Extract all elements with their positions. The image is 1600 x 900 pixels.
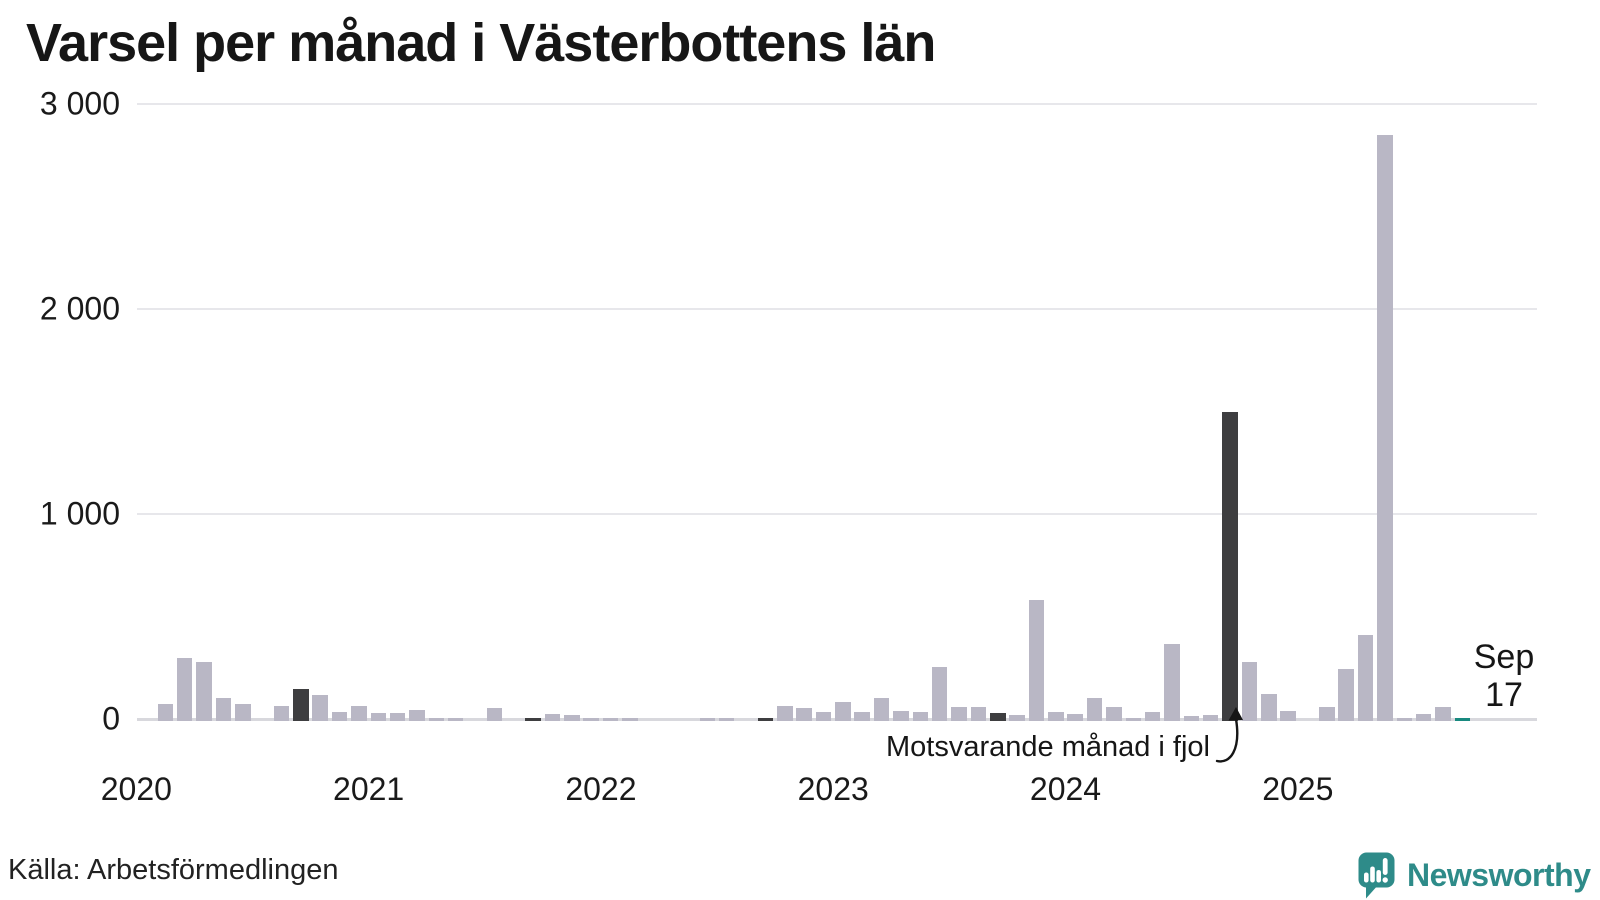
source-credit: Källa: Arbetsförmedlingen [8,854,339,886]
bar-2024-04 [1125,718,1141,721]
bar-2021-02 [389,712,406,721]
newsworthy-logo-icon [1358,852,1395,899]
bar-2021-07 [486,707,503,721]
x-axis-year-label-2020: 2020 [100,771,172,807]
bar-2025-05 [1377,134,1393,721]
bar-2020-12 [351,705,367,721]
bar-2023-04 [893,710,909,721]
x-axis-year-label-2025: 2025 [1262,771,1334,807]
bar-2024-07 [1183,716,1200,721]
x-axis-year-label-2023: 2023 [797,771,869,807]
bar-2024-01 [1067,714,1083,721]
x-axis-year-label-2021: 2021 [333,771,405,807]
bar-2024-03 [1106,707,1122,721]
bar-2022-06 [699,718,716,721]
bar-2020-08 [273,705,290,721]
brand-footer: Newsworthy [1358,852,1591,899]
bar-2021-03 [409,709,425,721]
bar-2020-11 [331,711,348,721]
bar-2021-11 [564,714,580,721]
bar-2023-03 [873,698,890,721]
bar-2024-02 [1086,698,1103,721]
bar-2021-04 [428,717,445,721]
bar-2022-12 [815,711,832,721]
y-axis-tick-label: 1 000 [39,495,120,532]
bar-2020-02 [157,703,174,721]
bar-2024-12 [1280,710,1296,721]
bar-2025-08 [1435,706,1451,721]
bar-2023-05 [912,712,929,721]
chart-title: Varsel per månad i Västerbottens län [26,13,936,73]
bar-2023-12 [1048,711,1064,721]
bar-2021-12 [583,718,599,721]
brand-name: Newsworthy [1407,857,1591,893]
annotation-arrow-icon [1215,707,1243,763]
bar-2021-01 [370,712,387,721]
bar-2022-10 [777,705,793,721]
bar-2023-07 [951,706,967,721]
bar-2024-10 [1241,661,1258,721]
bar-2020-03 [176,658,193,721]
bar-2020-06 [235,703,251,721]
bar-2021-09 [525,718,541,721]
bar-2025-02 [1319,706,1335,721]
bar-2025-03 [1338,668,1354,721]
bar-2023-10 [1009,715,1025,721]
bar-2022-02 [622,718,638,721]
bar-2020-09 [293,689,309,721]
y-axis-tick-label: 3 000 [39,85,120,122]
x-axis-year-label-2024: 2024 [1029,771,1102,807]
bar-2023-09 [990,713,1006,721]
bar-2023-01 [835,701,851,721]
bar-2022-01 [602,718,619,721]
bar-2023-02 [854,711,870,721]
bar-2022-09 [757,718,774,721]
current-month-label: Sep 17 [1474,638,1535,714]
gridline-y3000 [137,103,1537,105]
bar-2025-04 [1357,634,1374,721]
gridline-y2000 [137,308,1537,310]
gridline-y1000 [137,513,1537,515]
bar-2022-11 [796,707,812,721]
bar-2020-04 [196,661,212,721]
bar-2024-09 [1222,412,1238,721]
x-axis-year-label-2022: 2022 [565,771,637,807]
bar-2025-07 [1415,714,1432,721]
bar-2025-09 [1454,717,1471,721]
bar-2025-06 [1396,717,1413,721]
bar-2023-11 [1028,600,1045,721]
bar-2020-10 [312,694,328,721]
bar-2024-05 [1144,711,1161,721]
current-month-value: 17 [1485,676,1523,714]
bar-2022-07 [718,718,735,721]
bar-2024-06 [1164,644,1180,721]
bar-2021-10 [544,713,561,721]
y-axis-tick-label: 2 000 [39,290,120,327]
bar-2024-11 [1261,694,1277,721]
y-axis-tick-label: 0 [102,700,120,737]
bar-2023-06 [931,666,948,721]
bar-2024-08 [1202,715,1219,721]
bar-2020-05 [215,698,232,721]
current-month-name: Sep [1473,638,1535,676]
bar-2021-05 [447,718,464,721]
previous-year-annotation: Motsvarande månad i fjol [886,731,1210,763]
bar-2023-08 [970,706,987,721]
